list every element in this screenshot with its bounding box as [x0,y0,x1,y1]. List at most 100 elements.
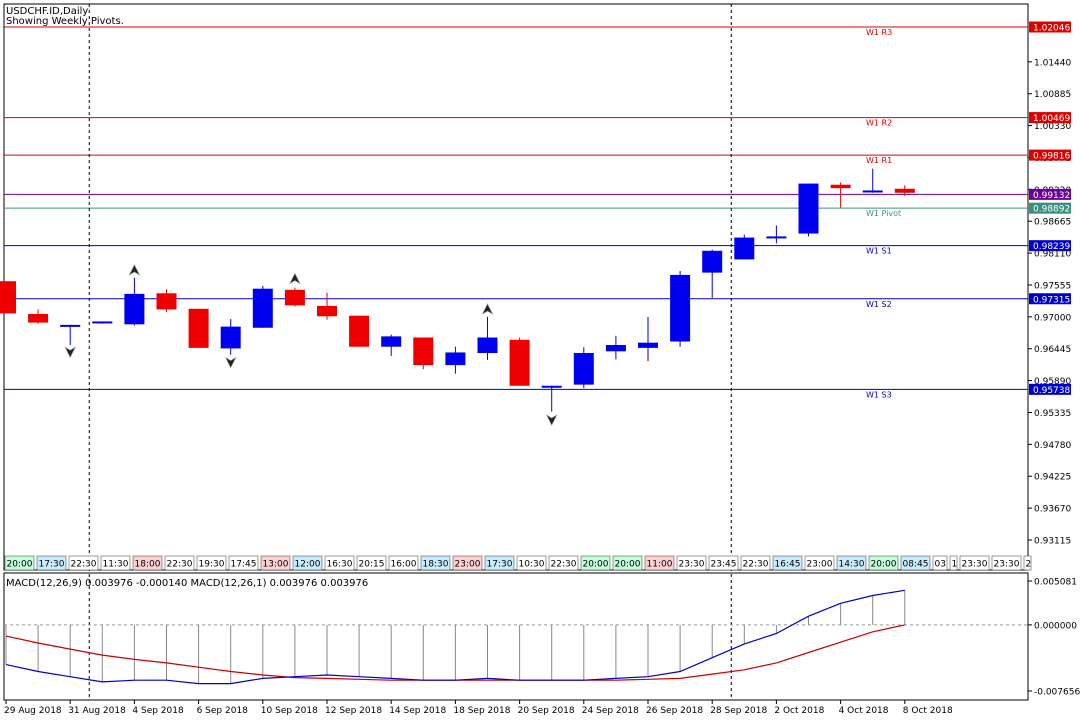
session-time-label: 10:30 [519,560,545,570]
candle[interactable] [670,270,691,347]
price-tick-label: 0.95335 [1034,409,1071,419]
candle[interactable] [477,316,498,360]
pivot-price-tag-label: 1.02046 [1033,24,1070,34]
candle[interactable] [156,289,177,313]
candle-body [92,321,113,324]
candle[interactable] [830,182,851,208]
candle-body [766,236,787,239]
macd-indicator[interactable] [4,589,1028,685]
session-time-box [36,555,67,571]
price-pane-frame [3,3,1029,571]
price-tick-label: 0.98665 [1034,218,1071,228]
session-time-label: 23:30 [679,560,705,570]
candle[interactable] [509,337,530,386]
session-time-label: 22:30 [743,560,769,570]
candle[interactable] [862,168,883,193]
pivot-price-tag [1029,202,1071,214]
session-time-label: 22:30 [551,560,577,570]
session-time-box [932,555,948,571]
candle[interactable] [284,287,305,307]
time-tick-label: 18 Sep 2018 [453,706,510,716]
time-tick-label: 28 Sep 2018 [710,706,767,716]
candle-body [349,315,370,347]
candle[interactable] [0,281,16,314]
candle[interactable] [798,183,819,237]
session-time-label: 18:00 [135,560,161,570]
session-time-label: 16:45 [775,560,801,570]
candle[interactable] [92,321,113,324]
session-time-box [68,555,99,571]
time-tick-label: 4 Sep 2018 [132,706,184,716]
candle[interactable] [605,335,626,360]
candle[interactable] [638,316,658,362]
pivot-levels: W1 R3 W1 R2 W1 R1 W1 Pivot W1 S1 W1 S2 W1 S3 [4,26,1028,399]
session-time-label: 03 [935,560,946,570]
candle[interactable] [220,319,241,355]
candle[interactable] [766,225,787,244]
fractal-up-icon [128,264,141,276]
pivot-line-label: W1 S3 [866,390,892,399]
session-time-box [836,555,867,571]
candle-body [894,188,915,193]
candle[interactable] [381,334,402,356]
candle-body [702,250,723,273]
session-time-box [356,555,387,571]
session-times-row: 20:00 17:30 22:30 11:30 18:00 22:30 19:30 17:45… [4,555,1032,571]
time-tick-label: 29 Aug 2018 [4,706,62,716]
session-time-label: 1 [952,560,958,570]
candle[interactable] [317,292,337,320]
candle-body [605,344,626,352]
session-time-box [260,555,291,571]
candle[interactable] [188,308,209,348]
candle[interactable] [413,337,434,370]
candle-body [413,337,434,366]
session-time-label: 17:30 [39,560,65,570]
candle[interactable] [28,309,49,324]
session-time-label: 23:30 [962,560,988,570]
session-time-label: 22:30 [71,560,97,570]
candle[interactable] [60,324,81,345]
candle[interactable] [894,185,915,197]
time-tick-label: 2 Oct 2018 [774,706,824,716]
session-time-box [516,555,547,571]
price-axis[interactable]: 1.014401.008851.003300.997750.992200.986… [1028,21,1080,698]
session-time-box [959,555,990,571]
session-time-box [4,555,35,571]
session-time-box [708,555,739,571]
candle[interactable] [445,346,466,374]
candle[interactable] [573,347,594,389]
session-time-label: 16:30 [327,560,353,570]
session-time-label: 18:30 [423,560,449,570]
candle-body [798,183,819,234]
session-time-label: 23:45 [711,560,737,570]
fractal-down-icon [64,346,76,358]
session-time-box [228,555,259,571]
candle[interactable] [349,315,370,347]
fractal-arrows [64,264,558,426]
session-time-label: 23:00 [455,560,481,570]
pivot-price-tag-label: 0.99132 [1033,191,1070,201]
time-axis[interactable]: 29 Aug 2018 31 Aug 2018 4 Sep 2018 6 Sep 20… [4,700,953,716]
session-time-label: 08:45 [903,560,929,570]
session-time-label: 17:45 [231,560,257,570]
chart-symbol-label: USDCHF.ID,Daily [6,6,88,17]
candle[interactable] [541,385,562,412]
candle-body [60,324,81,327]
candle[interactable] [702,249,723,298]
candle-body [252,288,273,328]
price-tick-label: 0.93670 [1034,505,1071,515]
session-time-label: 23:30 [994,560,1020,570]
session-time-box [100,555,131,571]
session-time-label: 19:30 [199,560,225,570]
candles[interactable] [0,168,915,412]
candle[interactable] [124,277,145,326]
session-time-label: 20:00 [615,560,641,570]
session-time-label: 22:30 [167,560,193,570]
candle[interactable] [252,285,273,328]
pivot-price-tag [1029,383,1071,395]
pivot-line-label: W1 R1 [866,156,892,165]
pivot-price-tag-label: 0.95738 [1033,386,1070,396]
session-time-label: 16:00 [391,560,417,570]
candle[interactable] [734,234,755,260]
